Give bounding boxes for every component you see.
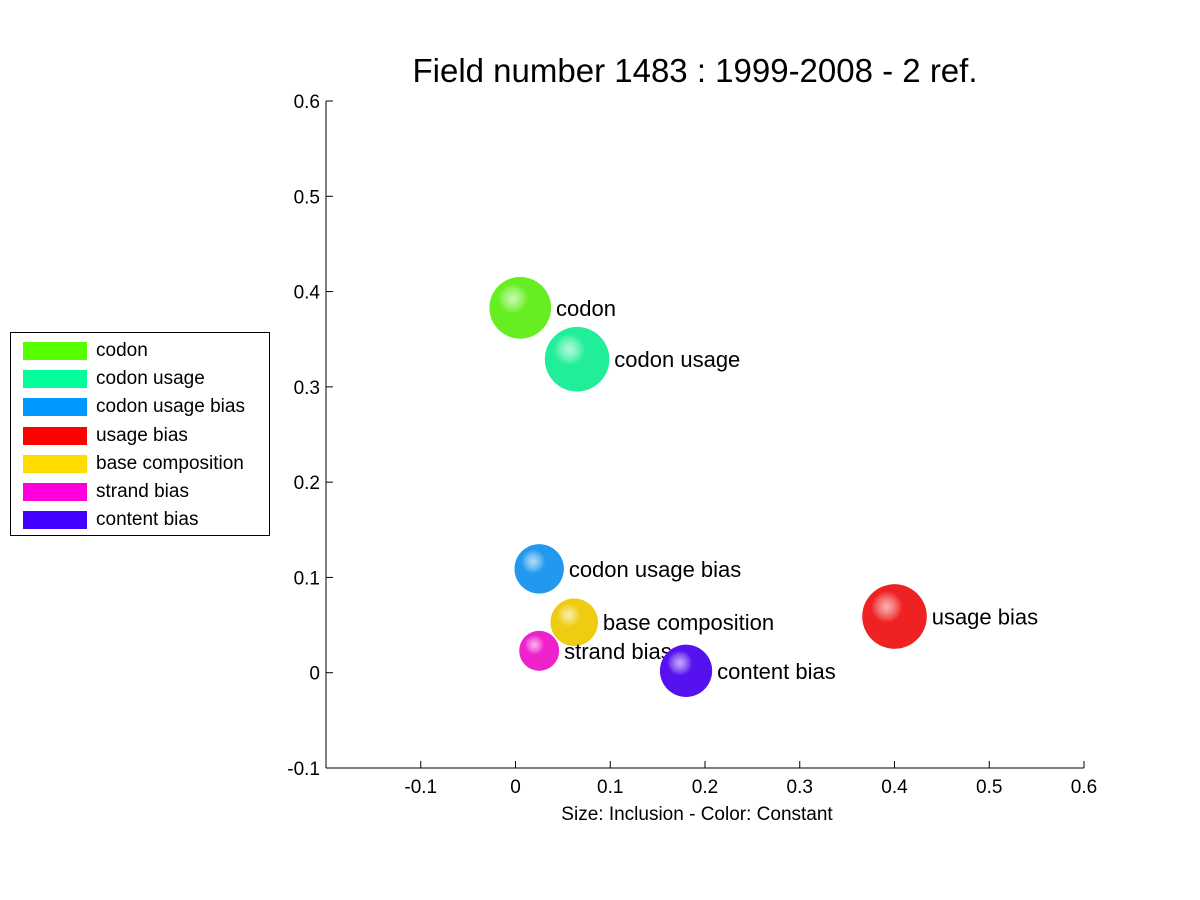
x-tick-label: 0 [510, 777, 521, 798]
legend-label: strand bias [96, 481, 189, 502]
point-label: content bias [717, 659, 836, 684]
point-label: codon usage [614, 347, 740, 372]
legend-item: base composition [23, 452, 244, 474]
legend-label: codon usage bias [96, 396, 245, 418]
legend-swatch [23, 426, 87, 445]
point-shading [519, 630, 560, 671]
legend-label: codon [96, 340, 148, 361]
x-tick-label: -0.1 [404, 777, 437, 798]
point-label: usage bias [932, 604, 1038, 629]
y-tick-label: 0.4 [294, 283, 321, 304]
legend-label: codon usage [96, 368, 205, 390]
point-shading [659, 644, 713, 697]
y-tick-label: 0 [309, 664, 320, 685]
point-shading [544, 327, 610, 392]
point-shading [489, 276, 552, 339]
y-tick-label: 0.6 [294, 92, 320, 113]
legend-swatch [23, 454, 87, 473]
plot-points: codon codon usage codon usage bias usage bi… [489, 276, 1038, 697]
point-label: base composition [603, 610, 774, 635]
point-shading [514, 544, 564, 594]
x-axis-label: Size: Inclusion - Color: Constant [561, 804, 833, 825]
legend-label: usage bias [96, 424, 188, 446]
x-tick-label: 0.3 [787, 777, 813, 798]
legend-item: strand bias [23, 481, 189, 502]
legend-swatch [23, 342, 87, 360]
legend-swatch [23, 511, 87, 530]
x-tick-label: 0.6 [1071, 777, 1097, 798]
point-shading [862, 584, 927, 649]
legend-item: codon usage bias [23, 396, 245, 418]
legend-item: codon usage [23, 368, 205, 390]
legend: codon codon usage codon usage bias usage bi… [10, 332, 270, 536]
y-tick-label: 0.1 [294, 568, 320, 589]
legend-item: codon [23, 340, 148, 361]
legend-item: content bias [23, 509, 199, 531]
point-label: codon [556, 296, 616, 321]
point-label: strand bias [564, 639, 672, 664]
y-tick-label: 0.2 [294, 473, 320, 494]
y-tick-label: 0.5 [294, 187, 320, 208]
legend-swatch [23, 483, 87, 501]
x-tick-label: 0.1 [597, 777, 623, 798]
legend-swatch [23, 398, 87, 417]
legend-item: usage bias [23, 424, 188, 446]
legend-label: base composition [96, 452, 244, 474]
legend-label: content bias [96, 509, 199, 531]
point-label: codon usage bias [569, 557, 741, 582]
y-tick-label: 0.3 [294, 378, 320, 399]
y-tick-label: -0.1 [287, 759, 320, 780]
x-tick-label: 0.4 [881, 777, 908, 798]
plot-axes: -0.1 0 0.1 0.2 0.3 0.4 0.5 0.6 -0.1 0 0.1 0.2 0.3 0.4… [287, 92, 1097, 798]
point-shading [550, 598, 598, 646]
x-tick-label: 0.5 [976, 777, 1002, 798]
chart-title: Field number 1483 : 1999-2008 - 2 ref. [412, 52, 977, 89]
legend-swatch [23, 370, 87, 389]
x-tick-label: 0.2 [692, 777, 718, 798]
